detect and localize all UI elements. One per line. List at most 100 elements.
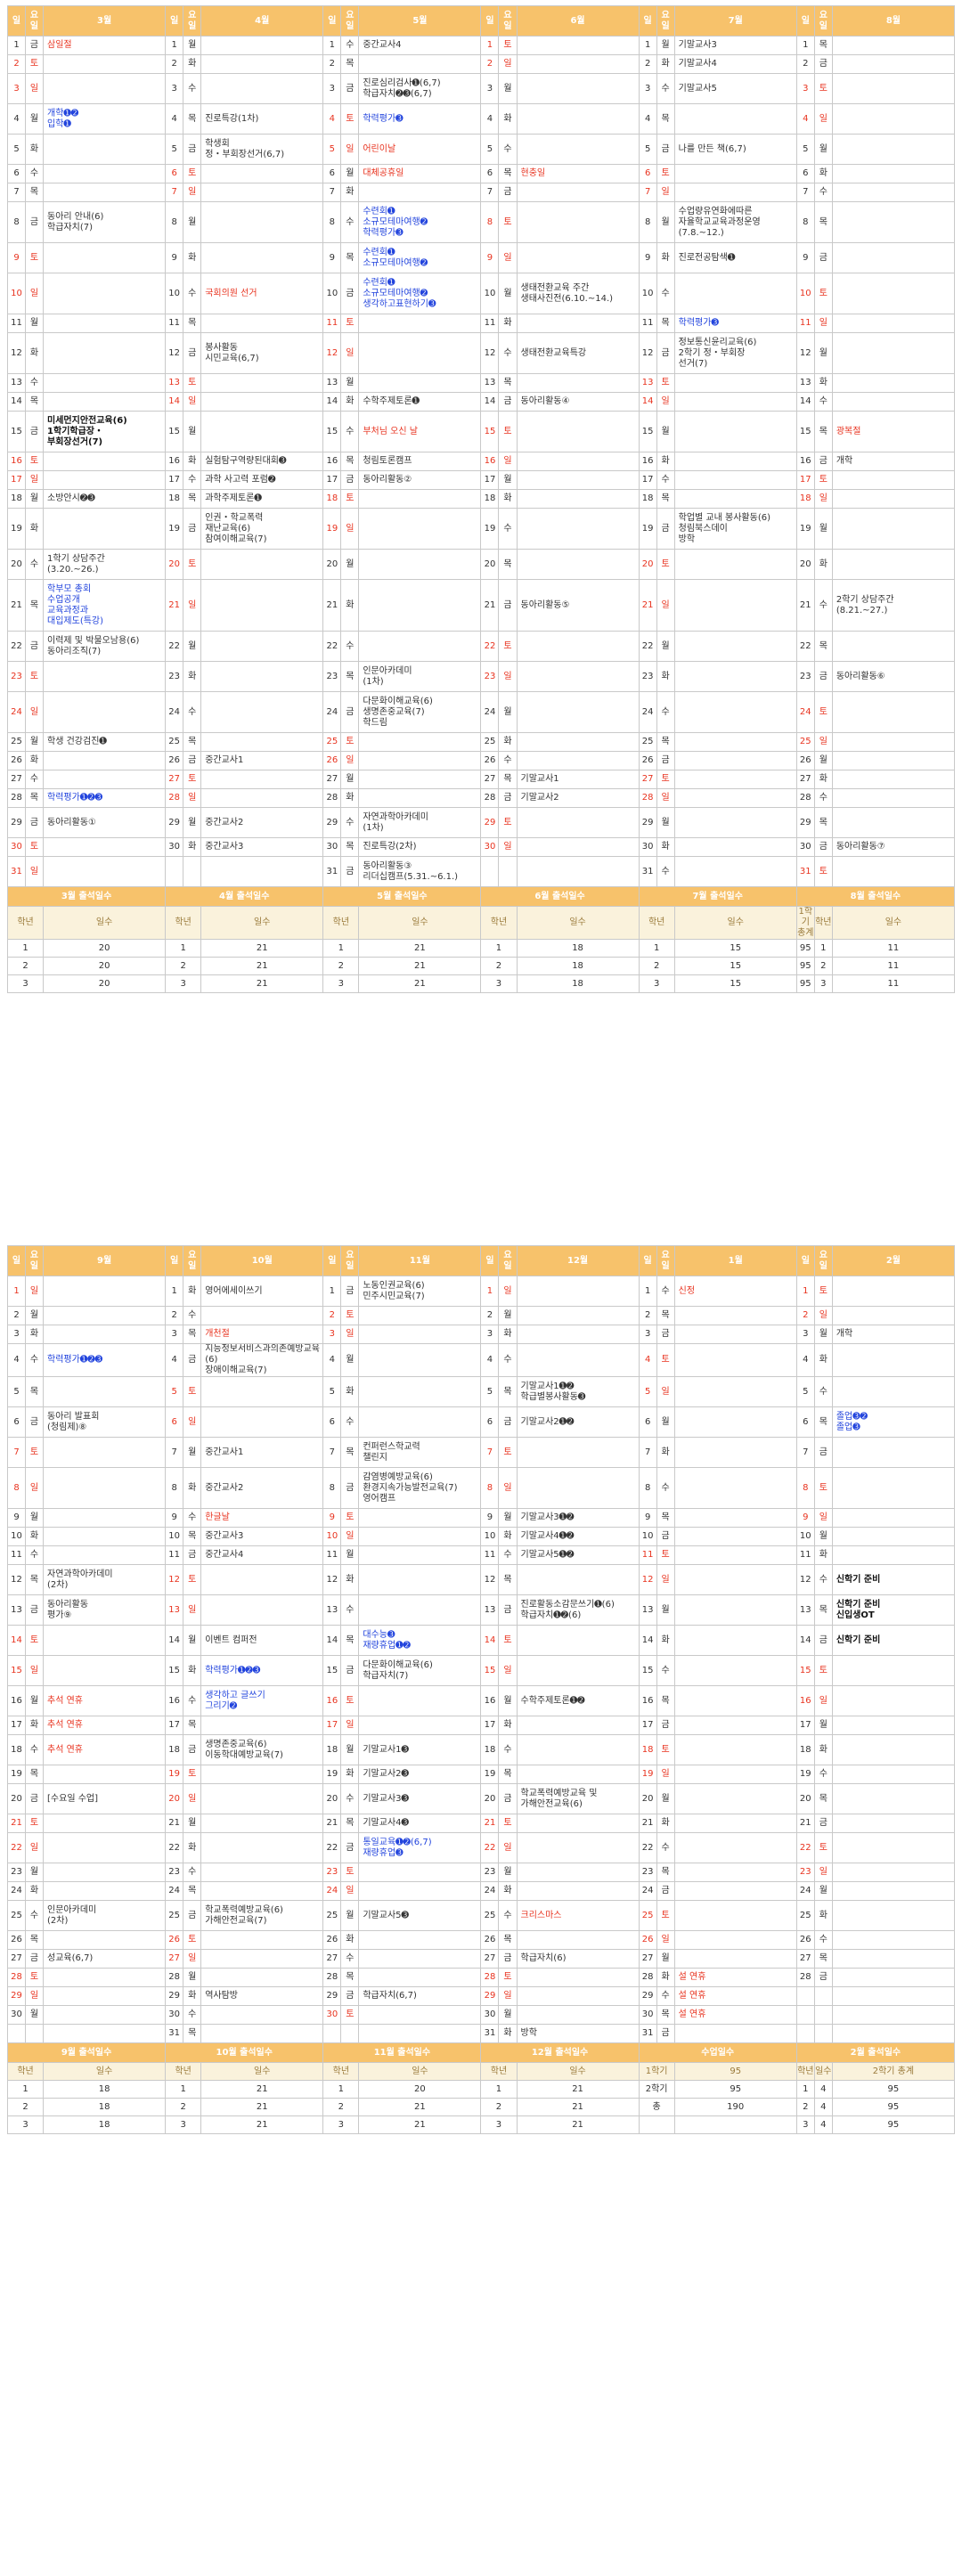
- event-cell: 학생 건강검진➊: [43, 732, 167, 752]
- weekday: 월: [498, 1863, 518, 1882]
- event-cell: [200, 314, 324, 333]
- summary-value: 95: [831, 2080, 956, 2099]
- day-number: 6: [795, 1406, 815, 1438]
- event-cell: [831, 1545, 956, 1565]
- day-number: [480, 856, 500, 887]
- day-number: 26: [165, 1930, 184, 1950]
- day-number: 15: [6, 411, 27, 452]
- weekday: 목: [25, 392, 45, 412]
- day-number: 2: [6, 54, 27, 74]
- day-number: 9: [638, 242, 657, 273]
- calendar-row: 26 목 26 토 26 화 26 목 26 일 26 수: [6, 1930, 956, 1950]
- day-number: 7: [795, 183, 815, 202]
- event-cell: [516, 691, 640, 733]
- event-cell: 삼일절: [43, 36, 167, 55]
- calendar-row: 8 일 8 화 중간교사2 8 금 감염병예방교육(6) 환경지속가능발전교육(7) 영어캠프…: [6, 1467, 956, 1509]
- day-number: 30: [6, 837, 27, 857]
- calendar-row: 9 월 9 수 한글날 9 토 9 월 기말교사3➊➋ 9 목 9 일: [6, 1508, 956, 1528]
- weekday: 월: [340, 1545, 360, 1565]
- event-cell: 설 연휴: [673, 1986, 797, 2006]
- weekday: 일: [340, 1716, 360, 1735]
- day-number: 4: [322, 103, 342, 135]
- event-cell: 중간교사4: [358, 36, 482, 55]
- event-cell: [516, 1625, 640, 1656]
- day-number: 13: [165, 1594, 184, 1626]
- weekday: 금: [498, 392, 518, 412]
- weekday: 목: [656, 732, 675, 752]
- weekday: 화: [25, 1527, 45, 1546]
- weekday: 월: [340, 1900, 360, 1931]
- weekday: 일: [656, 788, 675, 808]
- weekday: 토: [813, 1276, 833, 1307]
- day-number: 11: [6, 314, 27, 333]
- event-cell: [358, 579, 482, 632]
- event-cell: [358, 1545, 482, 1565]
- event-cell: [200, 770, 324, 789]
- day-number: 9: [165, 242, 184, 273]
- event-cell: 기말교사3: [673, 36, 797, 55]
- summary-label: 학년: [638, 906, 675, 940]
- day-number: 29: [638, 807, 657, 838]
- weekday: 금: [25, 1406, 45, 1438]
- event-cell: [200, 1783, 324, 1814]
- weekday: 화: [25, 508, 45, 550]
- event-cell: [516, 2005, 640, 2025]
- event-cell: [43, 1437, 167, 1468]
- event-cell: [43, 1863, 167, 1882]
- event-cell: [200, 164, 324, 183]
- calendar-row: 3 화 3 목 개천절 3 일 3 화 3 금 3 월 개학: [6, 1325, 956, 1344]
- weekday: 토: [813, 273, 833, 314]
- day-header: 일: [165, 5, 184, 37]
- day-number: 8: [795, 201, 815, 243]
- day-number: 16: [480, 452, 500, 471]
- calendar-row: 2 토 2 화 2 목 2 일 2 화 기말교사4 2 금: [6, 54, 956, 74]
- summary-value: 95: [673, 2080, 797, 2099]
- weekday: 토: [25, 661, 45, 692]
- day-number: 24: [165, 691, 184, 733]
- event-cell: [673, 732, 797, 752]
- event-cell: [673, 2024, 797, 2043]
- day-number: 18: [480, 1734, 500, 1765]
- days-value: 21: [358, 939, 482, 958]
- day-number: 12: [6, 1564, 27, 1595]
- weekday: 화: [25, 751, 45, 770]
- weekday: 토: [498, 807, 518, 838]
- event-cell: 대체공휴일: [358, 164, 482, 183]
- day-number: 19: [6, 508, 27, 550]
- event-cell: [358, 788, 482, 808]
- weekday: 금: [498, 1406, 518, 1438]
- day-number: 5: [6, 1376, 27, 1407]
- weekday: 일: [656, 1376, 675, 1407]
- weekday: 월: [813, 1325, 833, 1344]
- day-number: 4: [638, 1343, 657, 1377]
- grade-label: 학년: [480, 2062, 518, 2081]
- day-number: 20: [480, 1783, 500, 1814]
- day-number: 27: [165, 1949, 184, 1969]
- day-number: 6: [322, 1406, 342, 1438]
- calendar-row: 30 월 30 수 30 토 30 월 30 목 설 연휴: [6, 2005, 956, 2025]
- weekday: 화: [498, 314, 518, 333]
- day-number: 25: [638, 1900, 657, 1931]
- day-number: 21: [165, 1814, 184, 1833]
- weekday: 금: [25, 1949, 45, 1969]
- grade-value: 1: [322, 2080, 360, 2099]
- day-number: 29: [480, 807, 500, 838]
- event-cell: [200, 1968, 324, 1987]
- weekday: 일: [25, 856, 45, 887]
- day-header: 일: [480, 1245, 500, 1276]
- weekday: 토: [183, 1376, 202, 1407]
- weekday: 금: [25, 631, 45, 662]
- event-cell: [516, 314, 640, 333]
- weekday: 수: [656, 856, 675, 887]
- event-cell: 동아리활동⑦: [831, 837, 956, 857]
- day-number: 25: [165, 732, 184, 752]
- weekday: 토: [813, 691, 833, 733]
- event-cell: [200, 631, 324, 662]
- event-cell: [200, 36, 324, 55]
- weekday: 일: [813, 1685, 833, 1716]
- day-number: 15: [480, 411, 500, 452]
- event-cell: [831, 1685, 956, 1716]
- weekday: 일: [498, 1655, 518, 1686]
- summary-value: 3: [638, 974, 675, 993]
